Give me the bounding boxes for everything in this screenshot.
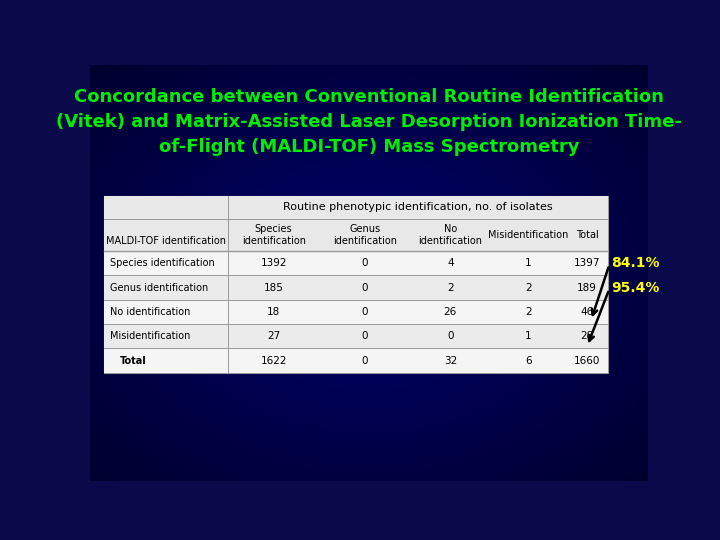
- Text: 6: 6: [525, 356, 531, 366]
- Text: Genus
identification: Genus identification: [333, 224, 397, 246]
- Text: 26: 26: [444, 307, 457, 317]
- Text: 84.1%: 84.1%: [611, 256, 660, 271]
- Text: 18: 18: [267, 307, 280, 317]
- Text: 2: 2: [525, 307, 531, 317]
- Text: Genus identification: Genus identification: [110, 282, 208, 293]
- Text: 189: 189: [577, 282, 597, 293]
- Text: 1: 1: [525, 332, 531, 341]
- Text: 0: 0: [362, 332, 369, 341]
- Bar: [104, 219, 608, 251]
- Text: No
identification: No identification: [418, 224, 482, 246]
- Text: Misidentification: Misidentification: [110, 332, 191, 341]
- Text: No identification: No identification: [110, 307, 191, 317]
- Text: 28: 28: [580, 332, 594, 341]
- Text: 185: 185: [264, 282, 284, 293]
- Bar: [104, 195, 608, 219]
- Text: 0: 0: [362, 307, 369, 317]
- Text: 0: 0: [447, 332, 454, 341]
- Bar: [104, 195, 608, 373]
- Text: 46: 46: [580, 307, 594, 317]
- Text: 1622: 1622: [261, 356, 287, 366]
- Text: 32: 32: [444, 356, 457, 366]
- Text: Routine phenotypic identification, no. of isolates: Routine phenotypic identification, no. o…: [283, 202, 553, 212]
- Text: 4: 4: [447, 258, 454, 268]
- Text: 1660: 1660: [574, 356, 600, 366]
- Text: 0: 0: [362, 282, 369, 293]
- Text: 27: 27: [267, 332, 280, 341]
- Text: Total: Total: [576, 230, 598, 240]
- Text: 1397: 1397: [574, 258, 600, 268]
- Text: 95.4%: 95.4%: [611, 281, 660, 295]
- Text: 2: 2: [447, 282, 454, 293]
- Text: Misidentification: Misidentification: [488, 230, 569, 240]
- Bar: [104, 324, 608, 348]
- Bar: [104, 275, 608, 300]
- Text: 1392: 1392: [261, 258, 287, 268]
- Text: 1: 1: [525, 258, 531, 268]
- Text: Total: Total: [120, 356, 146, 366]
- Bar: [104, 348, 608, 373]
- Text: 0: 0: [362, 356, 369, 366]
- Text: Species
identification: Species identification: [242, 224, 306, 246]
- Text: 2: 2: [525, 282, 531, 293]
- Bar: [104, 300, 608, 324]
- Text: 0: 0: [362, 258, 369, 268]
- Bar: [104, 251, 608, 275]
- Text: MALDI-TOF identification: MALDI-TOF identification: [106, 236, 226, 246]
- Text: Concordance between Conventional Routine Identification
(Vitek) and Matrix-Assis: Concordance between Conventional Routine…: [56, 88, 682, 156]
- Text: Species identification: Species identification: [110, 258, 215, 268]
